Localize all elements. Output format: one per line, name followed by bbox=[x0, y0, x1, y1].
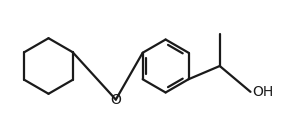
Text: O: O bbox=[110, 93, 121, 107]
Text: OH: OH bbox=[252, 85, 273, 99]
